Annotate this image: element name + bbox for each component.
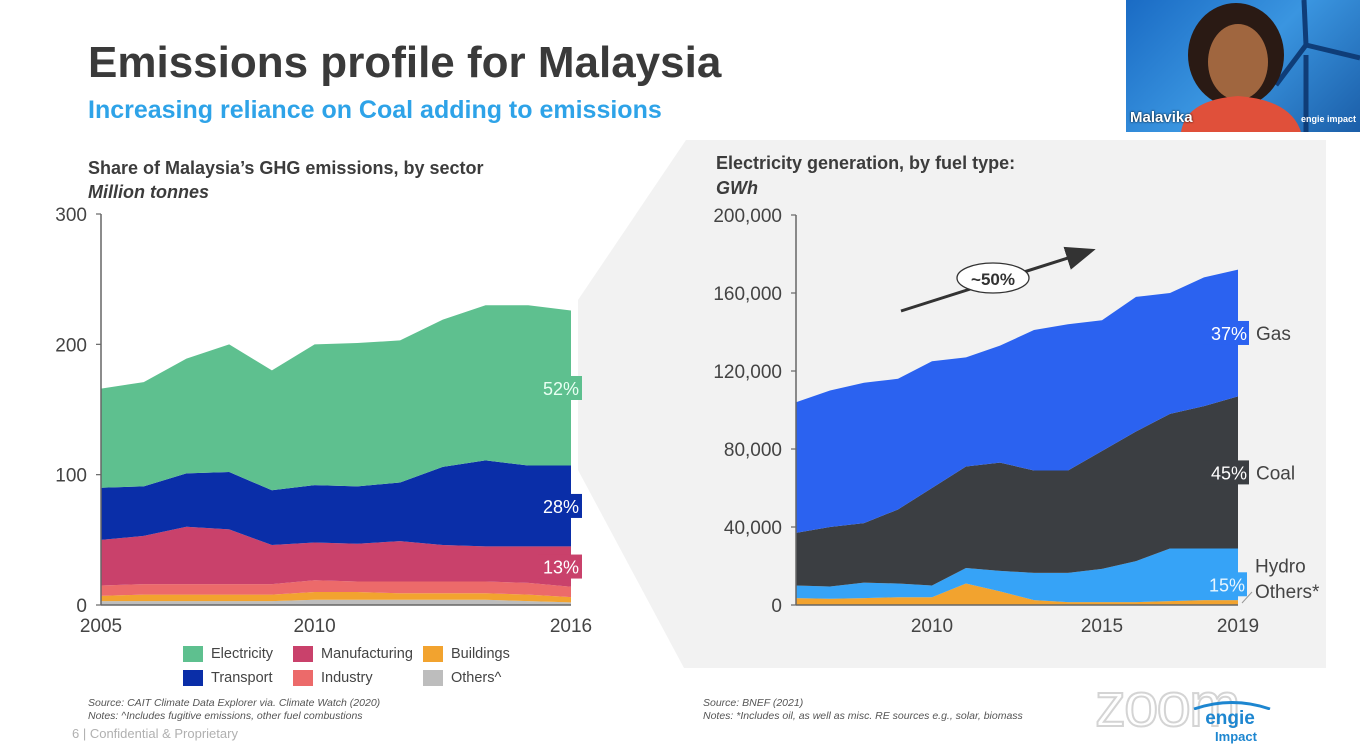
legend-item-electricity: Electricity (183, 644, 293, 664)
y-tick-label: 300 (55, 205, 87, 226)
end-label-transport: 28% (543, 497, 579, 517)
video-feed (1181, 0, 1360, 132)
y-tick-label: 200 (55, 335, 87, 356)
engie-logo-subtext: Impact (1215, 729, 1257, 744)
x-tick-label: 2015 (1081, 616, 1123, 637)
right-chart-unit: GWh (716, 178, 758, 198)
y-tick-label: 160,000 (713, 284, 782, 305)
area-manufacturing (101, 526, 571, 587)
end-label-pct-hydro: 15% (1209, 575, 1245, 595)
left-chart-title: Share of Malaysia’s GHG emissions, by se… (88, 158, 484, 178)
video-badge: engie impact (1300, 114, 1356, 124)
legend-label: Industry (321, 670, 373, 686)
end-label-bg (538, 493, 582, 518)
right-notes: Notes: *Includes oil, as well as misc. R… (703, 710, 1023, 722)
right-chart: 0 40,000 80,000 120,000 160,000 200,000 2010 20… (713, 206, 1320, 637)
wind-turbine-icon (1274, 0, 1360, 132)
y-tick-label: 120,000 (713, 362, 782, 383)
legend-label: Buildings (451, 646, 510, 662)
end-label-bg (1203, 460, 1249, 485)
end-label-bg (538, 554, 582, 579)
annotation-bubble (956, 262, 1030, 294)
legend-swatch (293, 670, 313, 686)
legend-swatch (293, 646, 313, 662)
slide-footer: 6 | Confidential & Proprietary (72, 726, 238, 741)
y-tick-label: 0 (76, 596, 87, 617)
legend-item-industry: Industry (293, 668, 423, 688)
x-tick-label: 2016 (550, 616, 592, 637)
zoom-watermark: zoom (1094, 670, 1242, 741)
engie-logo: engie Impact (1188, 700, 1272, 746)
legend-label: Transport (211, 670, 273, 686)
legend-item-others_left: Others^ (423, 668, 543, 688)
left-chart-legend: Electricity Manufacturing Buildings Transpo… (183, 644, 543, 688)
end-label-name-others: Others* (1255, 582, 1320, 603)
legend-label: Others^ (451, 670, 502, 686)
leader-line (1241, 591, 1253, 604)
end-label-bg (538, 375, 582, 400)
annotation-text: ~50% (971, 270, 1015, 289)
area-transport (101, 460, 571, 547)
engie-logo-text: engie (1205, 708, 1255, 729)
legend-swatch (183, 670, 203, 686)
y-tick-label: 200,000 (713, 206, 782, 227)
y-tick-label: 0 (771, 596, 782, 617)
end-label-pct-gas: 37% (1211, 324, 1247, 344)
person-silhouette (1181, 3, 1301, 132)
y-tick-label: 40,000 (724, 518, 782, 539)
x-tick-label: 2010 (293, 616, 335, 637)
end-label-bg (1205, 572, 1247, 597)
end-label-name-hydro: Hydro (1255, 556, 1306, 577)
area-electricity (101, 305, 571, 491)
legend-item-buildings: Buildings (423, 644, 543, 664)
x-tick-label: 2019 (1217, 616, 1259, 637)
y-tick-label: 100 (55, 466, 87, 487)
left-chart: 0 100 200 300 2005 2010 2016 52% 28% 13% (55, 205, 592, 637)
left-source: Source: CAIT Climate Data Explorer via. … (88, 697, 381, 709)
end-label-pct-coal: 45% (1211, 463, 1247, 483)
legend-swatch (423, 646, 443, 662)
area-coal (796, 396, 1238, 587)
left-chart-unit: Million tonnes (88, 182, 209, 202)
page-subtitle: Increasing reliance on Coal adding to em… (88, 96, 662, 124)
legend-item-manufacturing: Manufacturing (293, 644, 423, 664)
end-label-manufacturing: 13% (543, 558, 579, 578)
end-label-bg (1203, 320, 1249, 345)
legend-item-transport: Transport (183, 668, 293, 688)
area-hydro (796, 548, 1238, 603)
x-tick-label: 2010 (911, 616, 953, 637)
participant-name: Malavika (1130, 109, 1193, 126)
end-label-name-coal: Coal (1256, 463, 1295, 484)
area-others (796, 583, 1238, 605)
y-tick-label: 80,000 (724, 440, 782, 461)
right-source: Source: BNEF (2021) (703, 697, 804, 709)
participant-video-tile[interactable]: Malavika engie impact (1126, 0, 1360, 132)
legend-label: Manufacturing (321, 646, 413, 662)
area-gas (796, 269, 1238, 533)
legend-label: Electricity (211, 646, 274, 662)
engie-arc-icon (1193, 701, 1271, 710)
area-buildings (101, 591, 571, 603)
left-notes: Notes: ^Includes fugitive emissions, oth… (88, 710, 363, 722)
end-label-electricity: 52% (543, 379, 579, 399)
legend-swatch (423, 670, 443, 686)
end-label-name-gas: Gas (1256, 324, 1291, 345)
right-chart-title: Electricity generation, by fuel type: (716, 153, 1016, 173)
page-title: Emissions profile for Malaysia (88, 38, 722, 87)
area-industry (101, 580, 571, 598)
x-tick-label: 2005 (80, 616, 122, 637)
legend-swatch (183, 646, 203, 662)
